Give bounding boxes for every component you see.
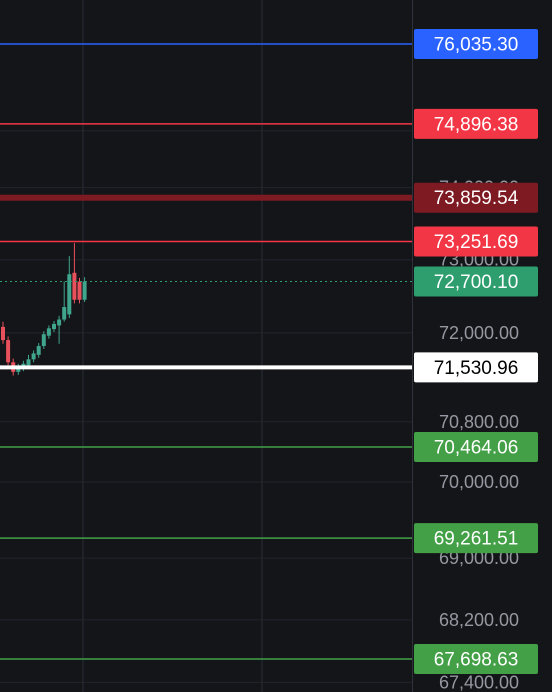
price-label-box: [414, 352, 538, 383]
price-label: 67,698.63: [434, 649, 519, 670]
y-tick-label: 72,000.00: [439, 323, 519, 343]
candle-body: [6, 340, 11, 363]
candle-body: [31, 353, 36, 360]
price-label: 71,530.96: [434, 358, 519, 379]
price-label-box: [414, 226, 538, 257]
price-label-box: [414, 28, 538, 59]
y-tick-label: 68,200.00: [439, 610, 519, 630]
candle-body: [46, 328, 51, 336]
price-label-box: [414, 266, 538, 297]
price-label: 72,700.10: [434, 272, 519, 293]
candle-body: [26, 359, 31, 366]
price-label-box: [414, 431, 538, 462]
price-label-box: [414, 523, 538, 554]
price-label-box: [414, 643, 538, 674]
price-label-box: [414, 108, 538, 139]
candle-body: [72, 272, 77, 300]
y-tick-label: 69,000.00: [439, 548, 519, 568]
y-tick-label: 70,800.00: [439, 412, 519, 432]
price-label: 73,251.69: [434, 232, 519, 253]
candle-body: [62, 307, 67, 320]
candle-body: [36, 346, 41, 355]
price-label: 76,035.30: [434, 34, 519, 55]
price-label: 74,896.38: [434, 114, 519, 135]
candle-body: [1, 326, 5, 341]
price-label-box: [414, 182, 538, 213]
candle-body: [57, 319, 62, 326]
candle-body: [52, 323, 56, 330]
y-tick-label: 70,000.00: [439, 472, 519, 492]
price-label: 69,261.51: [434, 529, 519, 550]
price-label: 73,859.54: [434, 188, 519, 209]
candle-body: [82, 281, 87, 300]
y-tick-label: 67,400.00: [439, 672, 519, 692]
candle-body: [77, 281, 82, 300]
candle-body: [41, 334, 46, 347]
candle-body: [67, 274, 72, 315]
price-label: 70,464.06: [434, 437, 519, 458]
